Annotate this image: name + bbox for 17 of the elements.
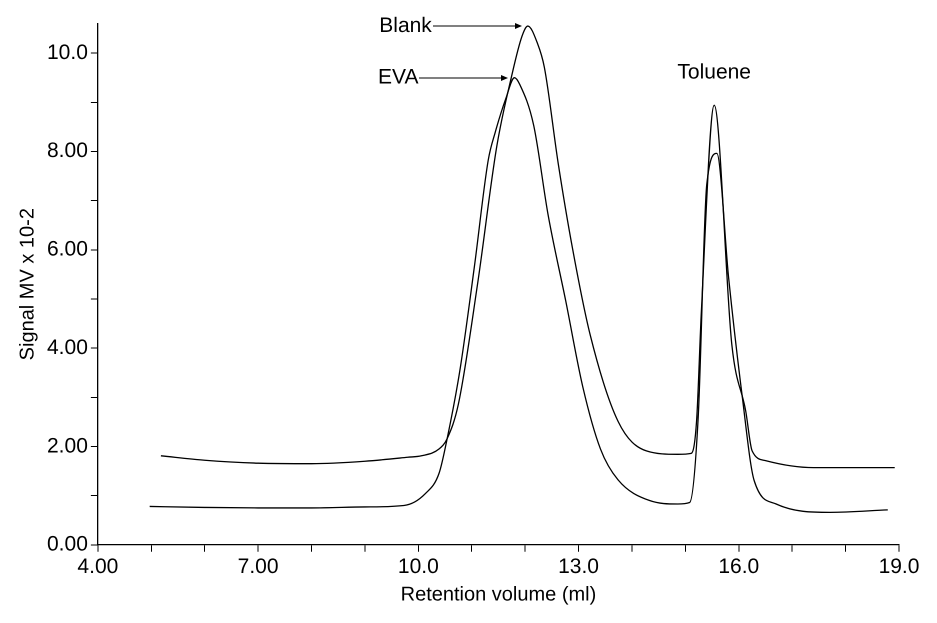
legend-label: Blank	[379, 14, 432, 37]
y-tick-label: 2.00	[46, 434, 88, 458]
y-tick-label: 0.00	[46, 532, 88, 556]
x-tick-label: 10.0	[398, 555, 439, 578]
y-tick-label: 4.00	[46, 336, 88, 359]
y-axis-title: Signal MV x 10-2	[16, 208, 39, 360]
legend-label: EVA	[378, 65, 418, 88]
x-tick-label: 13.0	[558, 555, 599, 578]
x-tick-label: 7.00	[238, 555, 279, 578]
x-axis-title: Retention volume (ml)	[400, 584, 596, 606]
y-tick-label: 8.00	[46, 139, 88, 162]
annotation: Toluene	[677, 60, 751, 84]
x-tick-label: 19.0	[878, 555, 920, 578]
y-tick-label: 6.00	[46, 238, 88, 261]
x-tick-label: 4.00	[77, 555, 118, 578]
y-tick-label: 10.0	[46, 40, 88, 64]
x-tick-label: 16.0	[718, 555, 760, 578]
